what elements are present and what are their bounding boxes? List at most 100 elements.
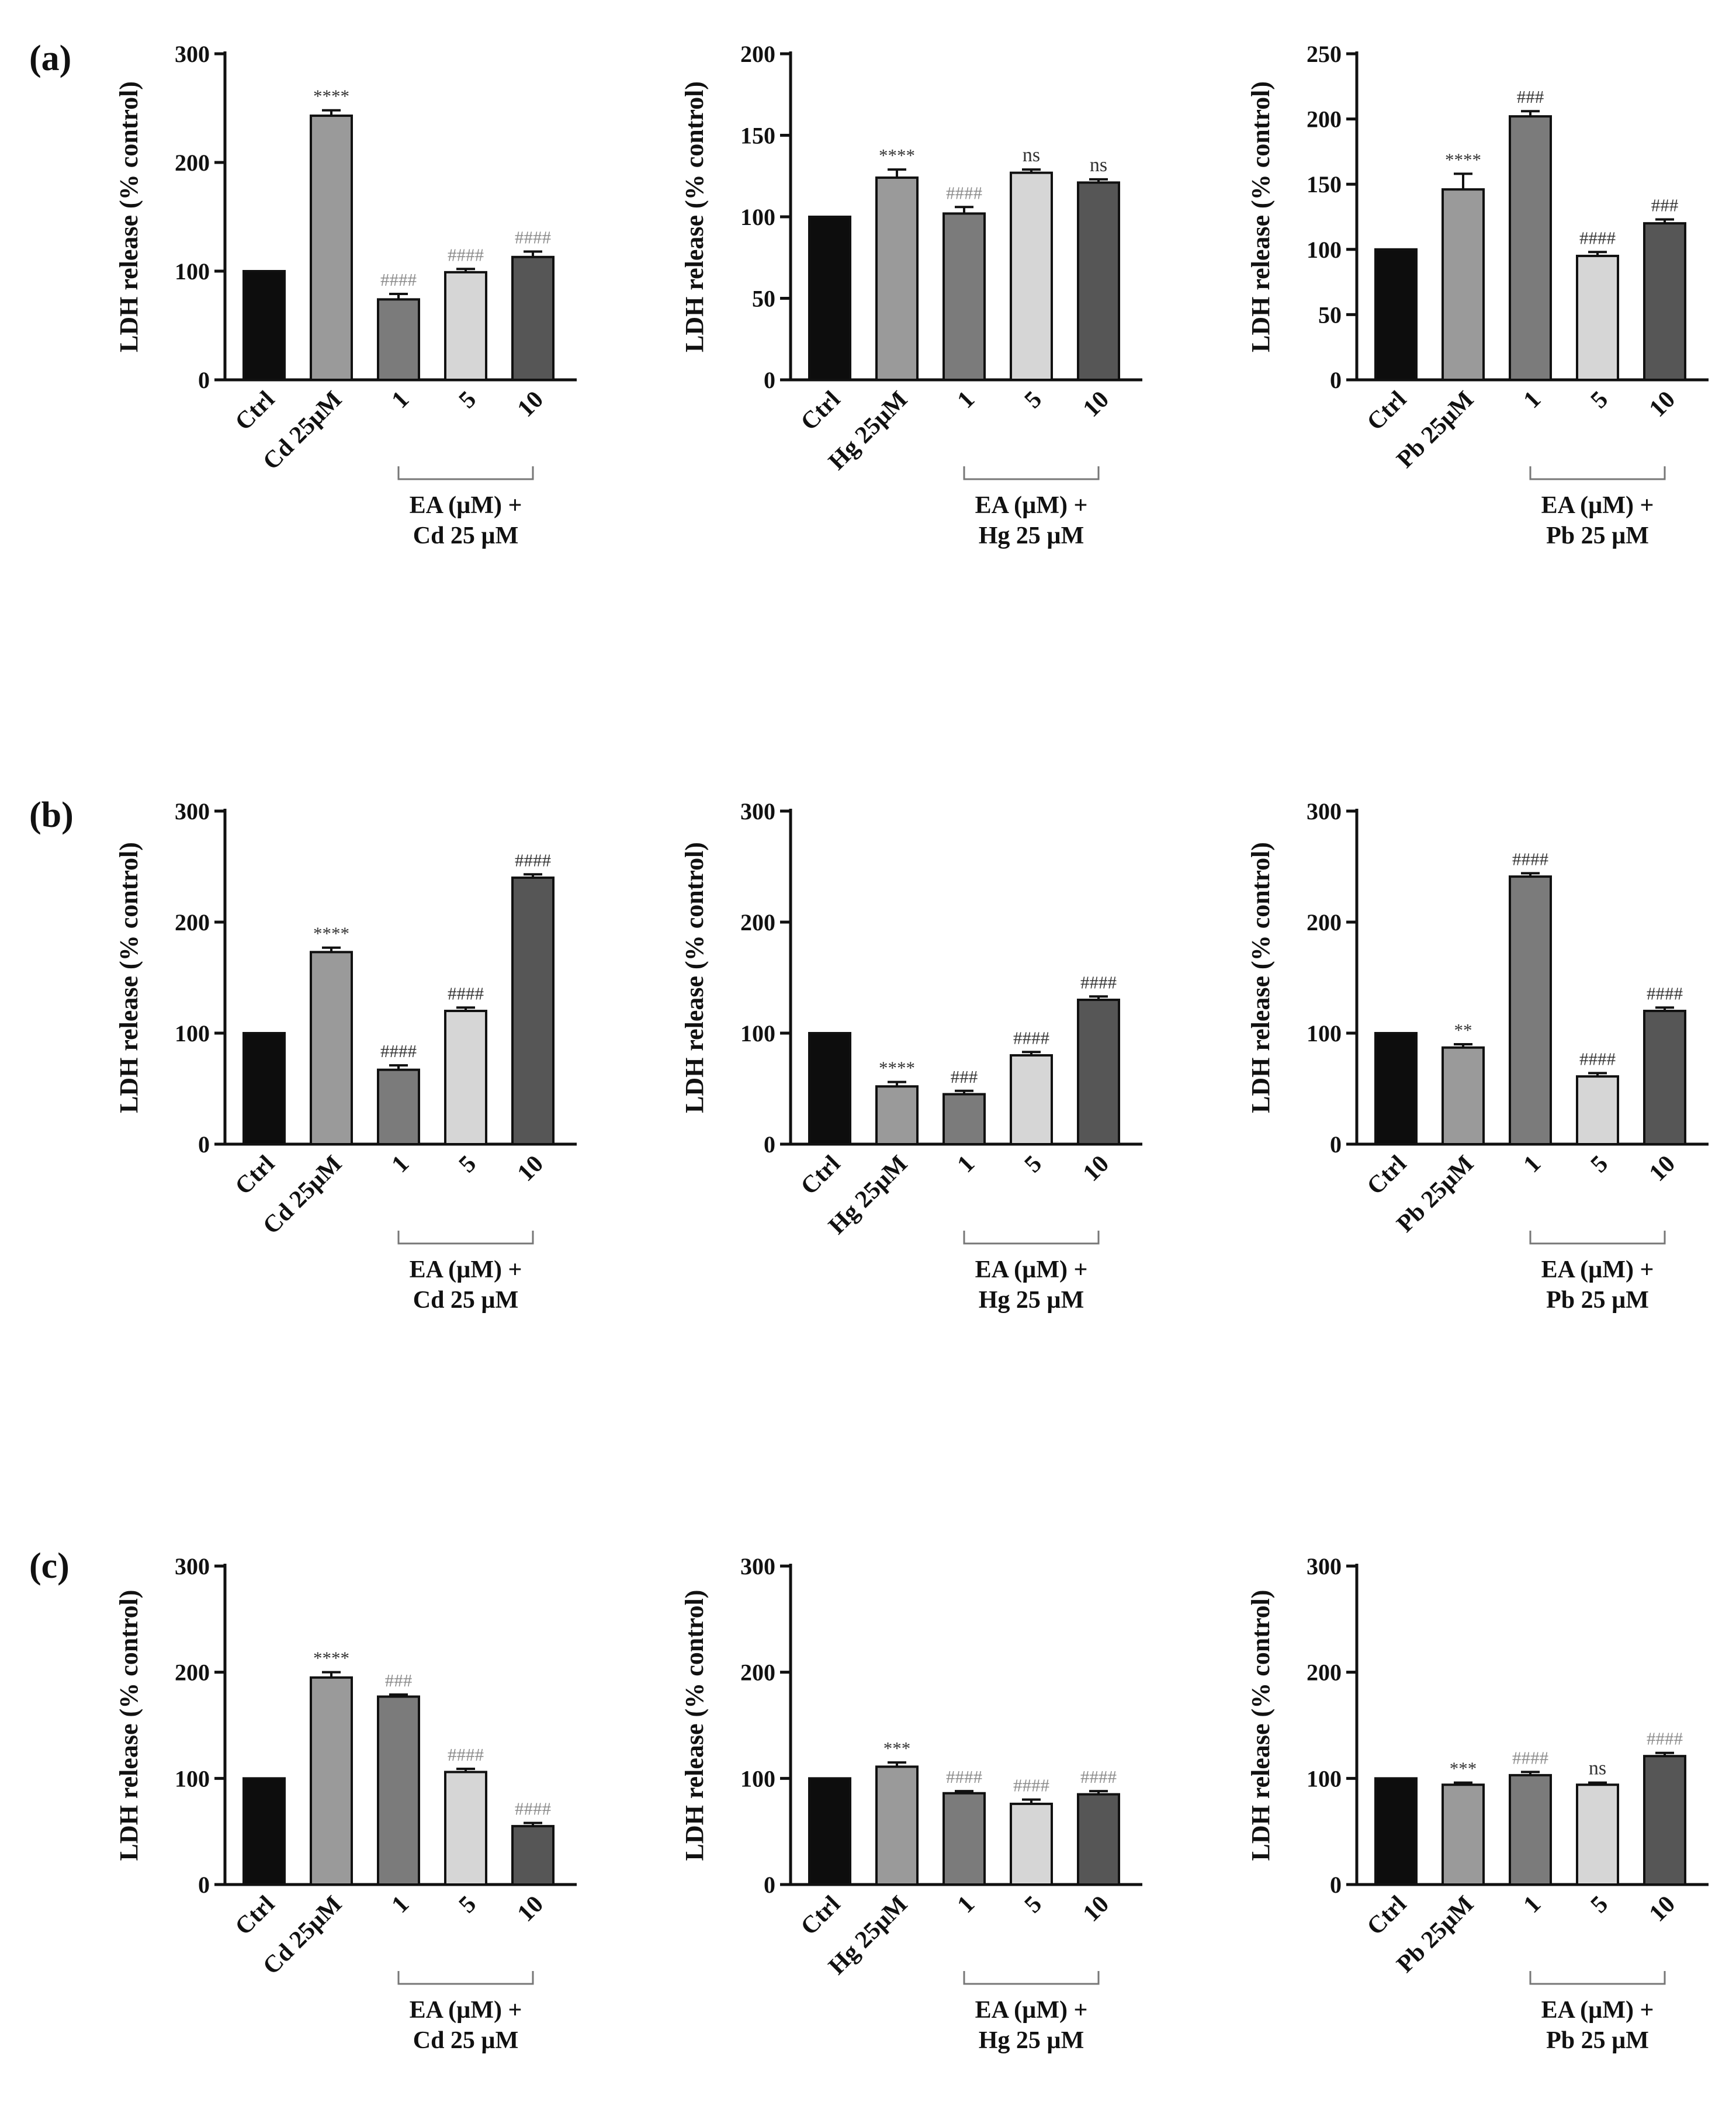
y-axis-label: LDH release (% control) xyxy=(115,81,143,352)
x-tick-label: 1 xyxy=(1519,386,1546,414)
bar-5 xyxy=(511,1825,555,1886)
significance-label: #### xyxy=(1647,983,1683,1003)
charts-layer: LDH release (% control)0100200300Ctrl***… xyxy=(115,41,1709,2054)
significance-label: #### xyxy=(1579,227,1616,248)
group-label-line1: EA (µM) + xyxy=(410,492,522,519)
panel-letters: (a) (b) (c) xyxy=(29,39,74,1586)
y-axis-label: LDH release (% control) xyxy=(115,842,143,1113)
group-bracket xyxy=(963,466,1100,480)
panel-letter-c: (c) xyxy=(29,1546,70,1586)
bar-5 xyxy=(1643,222,1686,381)
y-tick-label: 250 xyxy=(1307,41,1342,67)
bar-2 xyxy=(875,176,919,381)
y-tick-label: 150 xyxy=(740,123,775,149)
significance-label: *** xyxy=(1450,1758,1477,1779)
panel-letter-a: (a) xyxy=(29,39,71,78)
y-tick-label: 200 xyxy=(740,909,775,936)
significance-label: ns xyxy=(1090,154,1107,176)
x-tick-label: 5 xyxy=(1586,386,1613,414)
y-tick-label: 300 xyxy=(175,41,210,67)
bar-3 xyxy=(943,1093,986,1145)
significance-label: #### xyxy=(1647,1729,1683,1749)
group-bracket xyxy=(397,466,534,480)
x-tick-label: Ctrl xyxy=(1362,1151,1412,1200)
x-tick-label: 1 xyxy=(1519,1151,1546,1178)
bar-1 xyxy=(242,1032,286,1145)
group-label-line1: EA (µM) + xyxy=(975,1256,1088,1283)
y-axis-label: LDH release (% control) xyxy=(1246,842,1275,1113)
significance-label: **** xyxy=(313,923,349,944)
y-tick-label: 0 xyxy=(764,367,775,393)
bar-5 xyxy=(511,877,555,1145)
y-tick-label: 50 xyxy=(752,286,775,312)
y-tick-label: 200 xyxy=(175,1660,210,1686)
bar-5 xyxy=(1643,1755,1686,1886)
y-tick-label: 0 xyxy=(764,1872,775,1898)
x-tick-label: 10 xyxy=(512,386,549,422)
y-axis-label: LDH release (% control) xyxy=(680,1590,709,1861)
y-tick-label: 100 xyxy=(1307,1020,1342,1047)
x-tick-label: 5 xyxy=(454,386,481,414)
y-tick-label: 0 xyxy=(198,367,210,393)
x-tick-label: 5 xyxy=(1020,1891,1047,1918)
bar-4 xyxy=(444,271,487,381)
x-tick-label: Ctrl xyxy=(1362,386,1412,436)
significance-label: #### xyxy=(1013,1775,1049,1796)
y-tick-label: 0 xyxy=(1330,1872,1342,1898)
x-tick-label: 1 xyxy=(387,1151,414,1178)
x-tick-label: Ctrl xyxy=(796,1151,846,1200)
group-label-line2: Pb 25 µM xyxy=(1546,1287,1649,1314)
chart-c-cd: LDH release (% control) 0 100 200 300 Ctrl ***… xyxy=(115,1553,577,2054)
y-tick-label: 300 xyxy=(740,1553,775,1580)
y-axis-label: LDH release (% control) xyxy=(680,842,709,1113)
significance-label: #### xyxy=(946,182,982,203)
significance-label: ### xyxy=(385,1670,413,1691)
x-tick-label: 1 xyxy=(387,386,414,414)
significance-label: **** xyxy=(313,86,349,106)
significance-label: #### xyxy=(1013,1027,1049,1048)
bar-3 xyxy=(1509,875,1552,1145)
significance-label: #### xyxy=(1579,1048,1616,1069)
x-tick-label: 5 xyxy=(1586,1891,1613,1918)
bar-1 xyxy=(242,270,286,381)
bar-3 xyxy=(377,1068,420,1145)
significance-label: **** xyxy=(879,1058,915,1078)
bar-4 xyxy=(1010,1054,1053,1145)
chart-a-pb: LDH release (% control) 0 50 100 150 200 250 Ct… xyxy=(1246,41,1709,549)
panel-letter-b: (b) xyxy=(29,795,74,835)
x-tick-label: 1 xyxy=(952,386,980,414)
y-tick-label: 0 xyxy=(198,1872,210,1898)
group-label-line2: Hg 25 µM xyxy=(979,522,1084,549)
bar-2 xyxy=(875,1765,919,1886)
y-tick-label: 150 xyxy=(1307,171,1342,198)
significance-label: **** xyxy=(1445,149,1481,169)
x-tick-label: Ctrl xyxy=(230,1891,280,1941)
x-tick-label: 10 xyxy=(1644,1891,1680,1927)
bar-1 xyxy=(1374,1032,1418,1145)
significance-label: #### xyxy=(380,1041,417,1061)
significance-label: #### xyxy=(946,1766,982,1787)
group-label-line2: Hg 25 µM xyxy=(979,2027,1084,2054)
x-tick-label: 10 xyxy=(1078,386,1114,422)
group-bracket xyxy=(963,1231,1100,1245)
bar-1 xyxy=(1374,1777,1418,1886)
x-tick-label: 5 xyxy=(454,1891,481,1918)
bar-2 xyxy=(875,1085,919,1145)
significance-label: **** xyxy=(879,145,915,165)
group-bracket xyxy=(397,1231,534,1245)
chart-c-hg: LDH release (% control) 0 100 200 300 Ctrl ***… xyxy=(680,1553,1142,2054)
bar-2 xyxy=(1442,1046,1485,1145)
y-tick-label: 300 xyxy=(175,1553,210,1580)
bar-3 xyxy=(377,1695,420,1886)
x-tick-label: 10 xyxy=(1078,1151,1114,1187)
chart-c-pb: LDH release (% control) 0 100 200 300 Ctrl ***… xyxy=(1246,1553,1709,2054)
significance-label: ### xyxy=(1517,86,1544,107)
group-label-line1: EA (µM) + xyxy=(1541,1997,1654,2024)
group-label-line1: EA (µM) + xyxy=(410,1997,522,2024)
x-tick-label: 5 xyxy=(454,1151,481,1178)
group-bracket xyxy=(1529,1971,1666,1985)
y-tick-label: 100 xyxy=(1307,237,1342,263)
significance-label: #### xyxy=(448,983,484,1003)
group-label-line2: Cd 25 µM xyxy=(413,1287,519,1314)
group-label-line1: EA (µM) + xyxy=(1541,492,1654,519)
